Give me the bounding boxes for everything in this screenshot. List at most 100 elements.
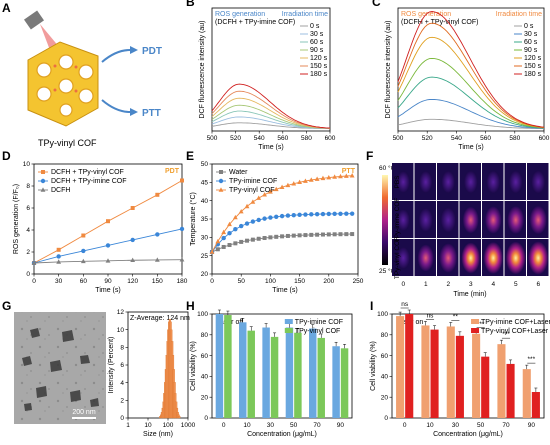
thermal-hotspot — [419, 170, 433, 194]
panel-i-ytick-label: 20 — [381, 394, 389, 401]
panel-i-legend-swatch — [471, 319, 480, 324]
panel-e-data-point — [244, 203, 250, 209]
panel-c-legend-entry: 90 s — [524, 47, 538, 54]
panel-d-data-point — [56, 247, 61, 252]
panel-g-hist-xtick-label: 1 — [126, 422, 130, 429]
panel-h-bar — [262, 327, 270, 418]
colorbar-min-label: 25 °C — [379, 267, 396, 275]
panel-e-data-point — [221, 235, 226, 241]
panel-h-bar — [239, 322, 247, 418]
panel-e-data-point — [338, 232, 343, 237]
panel-i-bar — [497, 344, 506, 418]
ptt-label: PTT — [142, 108, 161, 119]
panel-e-data-point — [285, 213, 291, 218]
panel-i-bar — [430, 329, 439, 418]
panel-c-xtick-label: 520 — [422, 135, 433, 142]
panel-i-bar — [472, 333, 481, 418]
panel-e-data-point — [309, 212, 314, 217]
panel-d-data-point — [155, 232, 160, 237]
panel-d-legend-marker — [40, 187, 46, 192]
panel-i-significance-label: ** — [453, 313, 459, 320]
panel-d-data-point — [155, 192, 160, 197]
panel-d-ytick-label: 10 — [23, 161, 31, 168]
panel-d-ytick-label: 6 — [26, 205, 30, 212]
panel-e-data-point — [285, 182, 291, 188]
panel-e-data-point — [268, 189, 273, 194]
panel-e-ytick-label: 25 — [201, 253, 209, 260]
panel-f-xtick-label: 0 — [401, 281, 405, 288]
panel-c-ylabel: DCF fluorescence intensity (au) — [385, 20, 392, 118]
panel-i-legend-swatch — [471, 328, 480, 333]
panel-h-bar — [317, 337, 325, 418]
panel-h-xtick-label: 70 — [313, 422, 321, 429]
panel-e-data-point — [256, 195, 262, 200]
panel-e-data-point — [238, 208, 244, 214]
panel-g-hist-ytick-label: 4 — [120, 380, 124, 387]
panel-h-xtick-label: 0 — [222, 422, 226, 429]
panel-label-e: E — [186, 149, 194, 163]
panel-h-bar — [270, 336, 279, 418]
ptt-arrow-icon — [101, 99, 131, 113]
panel-e-data-point — [244, 221, 250, 226]
panel-e-data-point — [245, 238, 250, 243]
panel-b-legend-entry: 150 s — [310, 63, 328, 70]
panel-c-xtick-label: 560 — [480, 135, 491, 142]
panel-i-bar — [421, 325, 430, 418]
panel-c-legend-entry: 60 s — [524, 39, 538, 46]
panel-e-xtick-label: 250 — [353, 278, 364, 285]
panel-d-data-point — [81, 233, 86, 238]
panel-i-legend-entry: TPy-vinyl COF+Laser — [481, 328, 549, 335]
panel-d-xtick-label: 120 — [127, 278, 138, 285]
thermal-hotspot — [439, 243, 457, 273]
panel-c-legend-title-right: Irradiation time — [496, 11, 542, 18]
thermal-hotspot — [440, 207, 456, 233]
panel-e-data-point — [268, 235, 273, 240]
panel-a: A PDT PTT TPy-vinyl COF — [2, 1, 162, 148]
panel-i-bar — [396, 316, 405, 418]
panel-h-axes-frame — [211, 313, 353, 419]
panel-g-hist-title: Z-Average: 124 nm — [130, 315, 190, 322]
panel-g-histogram: 1 10 100 1000 0 2 4 6 8 10 12 Size (nm) Intensity (P… — [108, 309, 196, 438]
panel-e-data-point — [279, 184, 285, 189]
panel-e-data-point — [262, 236, 267, 241]
panel-label-c: C — [372, 0, 381, 9]
panel-e-series-line — [211, 213, 353, 253]
panel-label-d: D — [2, 149, 11, 163]
thermal-hotspot — [486, 170, 501, 194]
panel-i-legend-entry: TPy-imine COF+Laser — [481, 319, 550, 326]
panel-d-legend-entry: DCFH — [51, 187, 70, 194]
panel-c-series-line — [397, 57, 545, 129]
panel-c-series-line — [397, 98, 545, 129]
panel-f-xtick-label: 4 — [491, 281, 495, 288]
panel-b-ylabel: DCF fluorescence intensity (au) — [199, 20, 206, 118]
panel-label-h: H — [186, 299, 195, 313]
panel-c-series-line — [397, 118, 544, 129]
panel-b-xtick-label: 600 — [325, 135, 336, 142]
panel-b-legend-title-left: ROS generation — [215, 11, 265, 18]
panel-d-ytick-label: 4 — [26, 227, 30, 234]
panel-g-hist-axes-frame — [127, 311, 189, 419]
panel-h-xlabel: Concentration (μg/mL) — [247, 431, 317, 438]
panel-g-hist-ytick-label: 6 — [120, 362, 124, 369]
panel-i-bar — [455, 335, 464, 418]
panel-i-significance-label: *** — [477, 321, 485, 328]
panel-b-series-line — [211, 90, 331, 129]
panel-g-hist-ylabel: Intensity (Percent) — [108, 337, 115, 394]
panel-h-legend-swatch — [284, 328, 293, 333]
panel-d-legend-entry: DCFH + TPy-vinyl COF — [51, 169, 124, 176]
panel-b-xtick-label: 540 — [254, 135, 265, 142]
panel-e-data-point — [303, 178, 308, 183]
panel-h-xtick-label: 30 — [267, 422, 275, 429]
thermal-hotspot — [418, 208, 433, 232]
panel-b-legend-entry: 180 s — [310, 71, 328, 78]
panel-i-bar — [522, 369, 531, 418]
panel-e-data-point — [274, 214, 279, 219]
panel-e-data-point — [279, 213, 285, 219]
panel-i-bar — [506, 363, 515, 418]
panel-i-xtick-label: 30 — [452, 422, 460, 429]
panel-e-data-point — [250, 199, 256, 204]
colorbar-max-label: 60 °C — [379, 164, 396, 172]
panel-d-ylabel: ROS generation (F/F₀) — [13, 184, 20, 254]
panel-e-data-point — [233, 227, 238, 232]
